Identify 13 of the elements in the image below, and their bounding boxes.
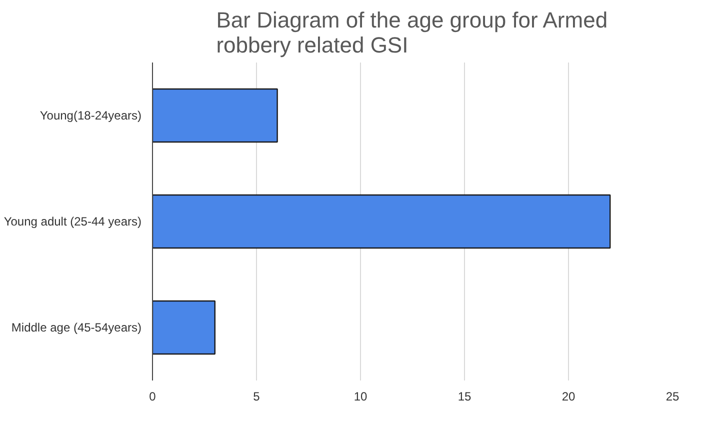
bar <box>152 194 611 249</box>
y-tick-label: Young adult (25-44 years) <box>4 214 142 228</box>
x-tick-label: 5 <box>253 390 260 404</box>
chart-title: Bar Diagram of the age group for Armed robbery related GSI <box>216 8 608 58</box>
x-tick-label: 0 <box>149 390 156 404</box>
x-tick-label: 25 <box>666 390 680 404</box>
x-tick-label: 15 <box>458 390 472 404</box>
bar <box>152 88 278 143</box>
y-tick-label: Middle age (45-54years) <box>11 320 142 334</box>
bar <box>152 300 216 355</box>
x-tick-label: 10 <box>354 390 368 404</box>
y-tick-label: Young(18-24years) <box>40 108 142 122</box>
x-tick-label: 20 <box>562 390 576 404</box>
